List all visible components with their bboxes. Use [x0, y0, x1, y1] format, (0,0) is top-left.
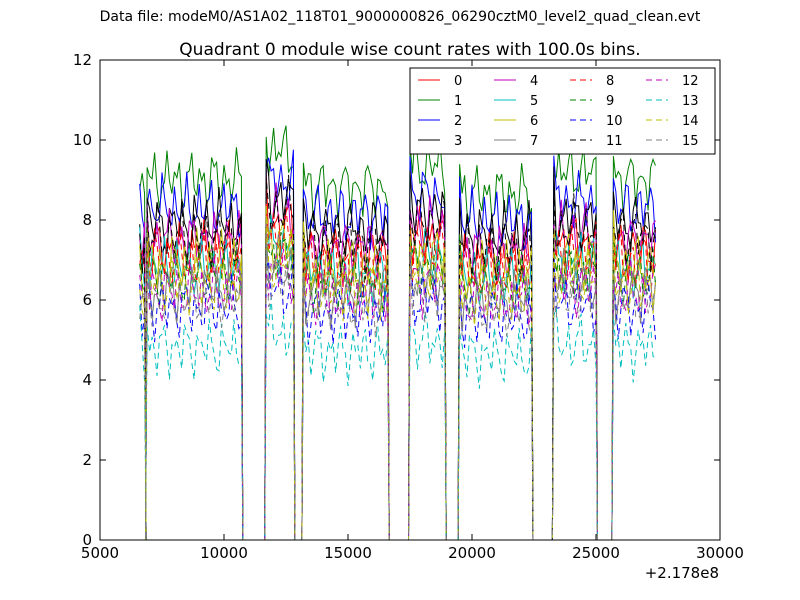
legend-label-14: 14	[682, 114, 699, 129]
series-line-6	[139, 207, 656, 540]
legend-label-1: 1	[454, 94, 462, 109]
x-tick-label: 10000	[200, 544, 248, 562]
legend-label-4: 4	[530, 74, 538, 89]
legend-label-3: 3	[454, 134, 462, 149]
legend-label-2: 2	[454, 114, 462, 129]
legend-label-12: 12	[682, 74, 699, 89]
series-line-15	[139, 249, 656, 540]
legend-label-13: 13	[682, 94, 699, 109]
x-tick-label: 20000	[448, 544, 496, 562]
x-tick-label: 30000	[696, 544, 744, 562]
legend-box	[409, 67, 716, 155]
series-line-3	[139, 158, 656, 540]
legend-label-11: 11	[606, 134, 623, 149]
figure-supertitle: Data file: modeM0/AS1A02_118T01_90000008…	[99, 9, 701, 25]
legend-label-6: 6	[530, 114, 538, 129]
x-axis-offset-label: +2.178e8	[645, 564, 719, 582]
legend-label-7: 7	[530, 134, 538, 149]
series-line-12	[139, 248, 656, 540]
series-line-14	[139, 204, 656, 540]
series-line-10	[139, 249, 656, 540]
series-line-4	[139, 182, 656, 540]
plot-area	[139, 125, 656, 540]
legend-label-0: 0	[454, 74, 462, 89]
series-line-2	[139, 149, 656, 540]
legend-label-5: 5	[530, 94, 538, 109]
series-line-13	[139, 297, 656, 540]
y-tick-label: 10	[73, 131, 92, 149]
y-tick-label: 8	[82, 211, 92, 229]
series-line-8	[139, 203, 656, 540]
x-tick-label: 5000	[81, 544, 119, 562]
x-tick-label: 15000	[324, 544, 372, 562]
y-tick-label: 12	[73, 51, 92, 69]
legend-label-8: 8	[606, 74, 614, 89]
series-line-9	[139, 232, 656, 540]
series-line-11	[139, 174, 656, 540]
y-tick-label: 2	[82, 451, 92, 469]
y-tick-label: 0	[82, 531, 92, 549]
y-tick-label: 6	[82, 291, 92, 309]
x-tick-label: 25000	[572, 544, 620, 562]
legend-label-9: 9	[606, 94, 614, 109]
legend-label-15: 15	[682, 134, 699, 149]
chart-title: Quadrant 0 module wise count rates with …	[179, 40, 640, 60]
y-tick-label: 4	[82, 371, 92, 389]
legend-label-10: 10	[606, 114, 623, 129]
